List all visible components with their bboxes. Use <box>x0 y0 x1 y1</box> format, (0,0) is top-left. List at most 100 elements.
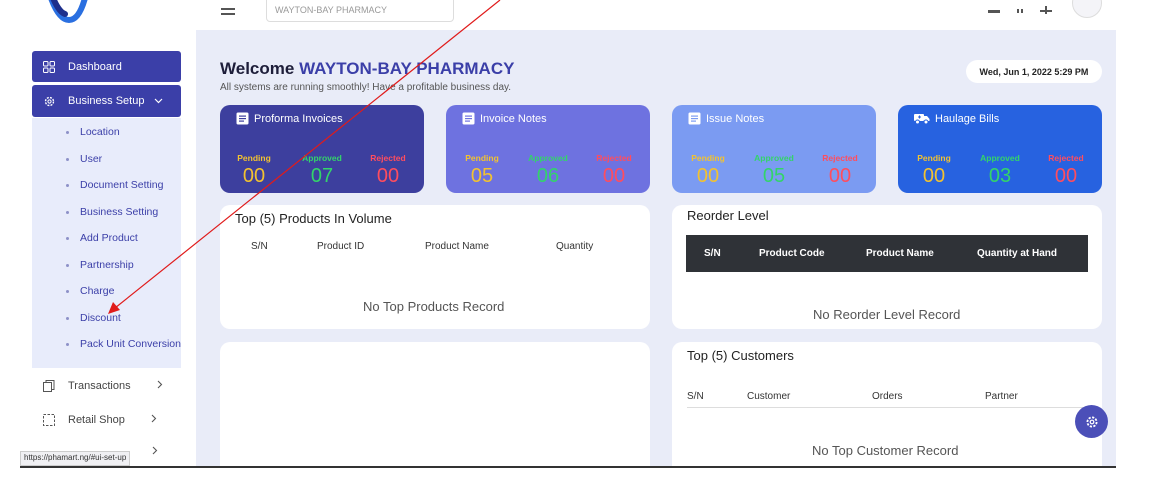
approved-label: Approved <box>980 153 1020 163</box>
approved-value: 03 <box>988 165 1012 187</box>
sidebar-item-label: Business Setup <box>68 95 145 107</box>
approved-column: Approved 06 <box>523 153 573 188</box>
rejected-column: Rejected 00 <box>589 153 639 188</box>
submenu-item-partnership[interactable]: Partnership <box>66 259 134 271</box>
empty-state: No Reorder Level Record <box>813 307 961 322</box>
language-icon[interactable] <box>1040 4 1052 14</box>
notification-icon[interactable] <box>1014 4 1026 14</box>
approved-label: Approved <box>528 153 568 163</box>
submenu-item-discount[interactable]: Discount <box>66 312 121 324</box>
card-title: Issue Notes <box>688 112 764 125</box>
date-badge: Wed, Jun 1, 2022 5:29 PM <box>966 60 1102 83</box>
top-customers-title: Top (5) Customers <box>687 348 794 363</box>
stat-card-invoice-notes[interactable]: Invoice Notes Pending 05 Approved 06 Rejec… <box>446 105 650 193</box>
bullet-icon <box>66 210 69 214</box>
page-title: Welcome WAYTON-BAY PHARMACY <box>220 59 514 79</box>
sidebar-item-business-setup[interactable]: Business Setup <box>32 85 181 117</box>
logo-icon <box>48 0 88 24</box>
submenu-label: Discount <box>80 312 121 324</box>
menu-toggle-icon[interactable] <box>221 8 235 18</box>
submenu-item-location[interactable]: Location <box>66 126 120 138</box>
submenu-item-document-setting[interactable]: Document Setting <box>66 179 163 191</box>
submenu-label: Location <box>80 126 120 138</box>
bullet-icon <box>66 289 69 293</box>
rejected-value: 00 <box>376 165 400 187</box>
bullet-icon <box>66 130 69 134</box>
bullet-icon <box>66 342 69 346</box>
submenu-label: User <box>80 153 103 165</box>
dashed-square-icon <box>42 413 56 427</box>
stat-card-proforma-invoices[interactable]: Proforma Invoices Pending 00 Approved 07 R… <box>220 105 424 193</box>
pending-column: Pending 00 <box>683 153 733 188</box>
submenu-item-pack-unit-conversion[interactable]: Pack Unit Conversion <box>66 338 181 350</box>
sidebar-item-label: Dashboard <box>68 60 122 73</box>
column-header: Customer <box>747 391 791 402</box>
submenu-item-charge[interactable]: Charge <box>66 285 114 297</box>
stat-card-haulage-bills[interactable]: Haulage Bills Pending 00 Approved 03 Rejec… <box>898 105 1102 193</box>
sidebar-item-retail-shop[interactable]: Retail Shop <box>32 404 181 435</box>
approved-column: Approved 05 <box>749 153 799 188</box>
settings-fab-button[interactable] <box>1075 405 1108 438</box>
submenu-item-business-setting[interactable]: Business Setting <box>66 206 158 218</box>
rejected-value: 00 <box>828 165 852 187</box>
sidebar-item-label: Transactions <box>68 379 131 392</box>
gear-icon <box>1086 416 1097 427</box>
card-title-text: Haulage Bills <box>935 112 1000 125</box>
pending-value: 00 <box>696 165 720 187</box>
welcome-prefix: Welcome <box>220 59 295 78</box>
card-title-text: Invoice Notes <box>480 112 547 125</box>
blank-panel <box>220 342 650 466</box>
card-title: Proforma Invoices <box>236 112 343 125</box>
pending-label: Pending <box>465 153 499 163</box>
status-url-bar: https://phamart.ng/#ui-set-up <box>20 451 131 466</box>
document-icon <box>236 112 249 125</box>
approved-value: 07 <box>310 165 334 187</box>
column-header: Quantity <box>556 241 594 252</box>
column-header: S/N <box>251 241 268 252</box>
window-bottom-edge <box>20 466 1116 468</box>
rejected-label: Rejected <box>596 153 632 163</box>
bullet-icon <box>66 316 69 320</box>
stat-card-issue-notes[interactable]: Issue Notes Pending 00 Approved 05 Rejecte… <box>672 105 876 193</box>
column-header: Product ID <box>317 241 365 252</box>
avatar[interactable] <box>1072 0 1102 18</box>
approved-column: Approved 07 <box>297 153 347 188</box>
document-icon <box>462 112 475 125</box>
bullet-icon <box>66 263 69 267</box>
empty-state: No Top Products Record <box>363 299 505 314</box>
approved-value: 05 <box>762 165 786 187</box>
pending-column: Pending 00 <box>909 153 959 188</box>
welcome-subtitle: All systems are running smoothly! Have a… <box>220 82 512 93</box>
reorder-table-header: S/N Product Code Product Name Quantity a… <box>686 235 1088 272</box>
bullet-icon <box>66 236 69 240</box>
business-selector[interactable]: WAYTON-BAY PHARMACY <box>266 0 454 22</box>
approved-label: Approved <box>302 153 342 163</box>
bullet-icon <box>66 183 69 187</box>
chevron-right-icon <box>151 414 157 426</box>
empty-state: No Top Customer Record <box>812 443 959 458</box>
card-title-text: Issue Notes <box>706 112 765 125</box>
card-title-text: Proforma Invoices <box>254 112 343 125</box>
submenu-item-user[interactable]: User <box>66 153 102 165</box>
top-products-title: Top (5) Products In Volume <box>235 211 392 226</box>
pending-label: Pending <box>917 153 951 163</box>
chevron-down-icon <box>154 96 163 107</box>
sidebar-item-transactions[interactable]: Transactions <box>32 370 181 401</box>
top-customers-panel <box>672 342 1102 466</box>
submenu-label: Charge <box>80 285 115 297</box>
rejected-label: Rejected <box>1048 153 1084 163</box>
pending-value: 00 <box>922 165 946 187</box>
rejected-label: Rejected <box>370 153 406 163</box>
sidebar-item-dashboard[interactable]: Dashboard <box>32 51 181 82</box>
copy-icon <box>42 379 56 393</box>
chevron-right-icon <box>157 380 163 392</box>
fullscreen-icon[interactable] <box>988 4 1000 14</box>
column-header: Quantity at Hand <box>977 248 1058 259</box>
sidebar-item-hidden[interactable] <box>32 441 181 463</box>
submenu-label: Add Product <box>80 232 138 244</box>
rejected-column: Rejected 00 <box>1041 153 1091 188</box>
top-icons <box>988 4 1052 14</box>
submenu-item-add-product[interactable]: Add Product <box>66 232 138 244</box>
submenu-label: Pack Unit Conversion <box>80 338 181 350</box>
